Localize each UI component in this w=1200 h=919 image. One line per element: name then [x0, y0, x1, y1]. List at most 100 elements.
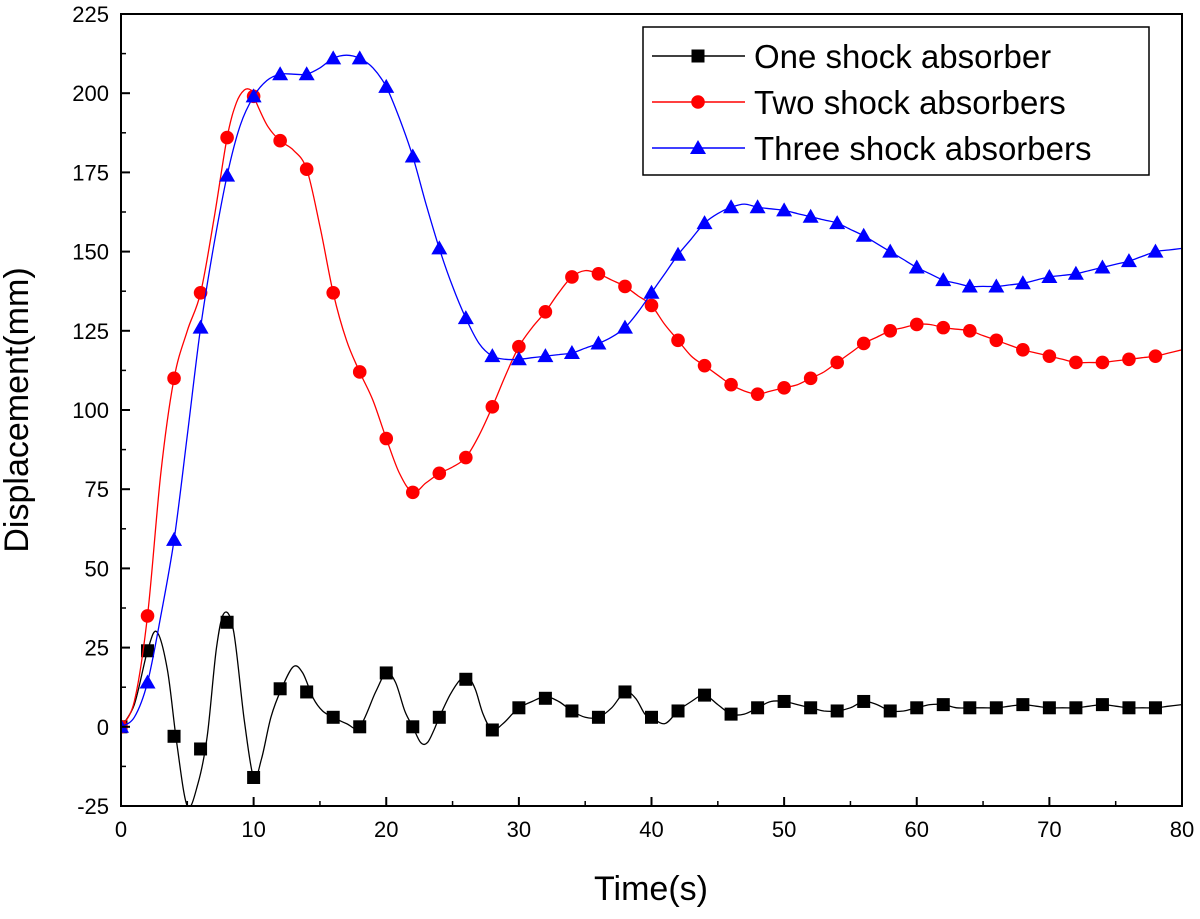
data-point — [1016, 343, 1030, 357]
legend-box — [642, 26, 1150, 176]
data-point — [963, 701, 977, 715]
data-point — [856, 336, 871, 351]
y-tick-label: 25 — [85, 636, 109, 661]
data-point — [485, 723, 499, 737]
data-point — [1120, 253, 1137, 268]
data-point — [1095, 355, 1110, 370]
x-tick-label: 10 — [241, 817, 265, 842]
data-point — [459, 450, 473, 465]
series-layer — [121, 50, 1182, 806]
data-point — [830, 704, 844, 718]
data-point — [194, 742, 208, 756]
y-tick-label: 50 — [85, 556, 109, 581]
x-tick-label: 60 — [905, 817, 929, 842]
x-tick-label: 40 — [639, 817, 663, 842]
y-axis-title: Displacement(mm) — [0, 267, 36, 552]
x-tick-label: 30 — [507, 817, 531, 842]
data-point — [432, 710, 446, 724]
data-point — [670, 246, 687, 261]
data-point — [219, 167, 236, 182]
data-point — [379, 666, 393, 680]
x-tick-label: 70 — [1037, 817, 1061, 842]
data-point — [220, 130, 234, 145]
data-point — [353, 720, 367, 734]
data-point — [245, 88, 262, 103]
data-point — [351, 50, 368, 65]
data-point — [141, 644, 155, 658]
y-tick-label: 100 — [72, 398, 109, 423]
data-point — [855, 227, 872, 242]
y-tick-label: 200 — [72, 81, 109, 106]
data-point — [908, 259, 925, 274]
data-point — [1069, 355, 1083, 370]
data-point — [537, 348, 554, 363]
data-point — [1122, 352, 1136, 367]
data-point — [510, 351, 527, 366]
data-point — [299, 162, 314, 177]
data-point — [671, 333, 685, 348]
data-point — [618, 685, 632, 699]
data-point — [749, 199, 766, 214]
data-point — [565, 270, 579, 284]
data-point — [829, 215, 846, 230]
data-point — [883, 324, 898, 338]
data-point — [167, 371, 181, 386]
x-axis-title: Time(s) — [594, 870, 708, 908]
data-point — [457, 310, 474, 325]
data-point — [565, 704, 579, 718]
data-point — [643, 284, 660, 299]
data-point — [1094, 259, 1111, 274]
series-line — [121, 88, 1182, 728]
data-point — [538, 691, 552, 705]
y-tick-label: 0 — [97, 715, 109, 740]
legend-label: Three shock absorbers — [754, 130, 1092, 167]
data-point — [192, 319, 209, 334]
data-point — [273, 682, 287, 696]
series-two-shock-absorbers — [121, 88, 1182, 734]
data-point — [1095, 698, 1109, 712]
data-point — [777, 694, 791, 708]
data-point — [910, 701, 924, 715]
data-point — [485, 400, 500, 414]
data-point — [139, 674, 156, 689]
y-tick-label: 175 — [72, 160, 109, 185]
x-tick-label: 0 — [115, 817, 127, 842]
data-point — [193, 285, 208, 300]
data-point — [671, 704, 685, 718]
data-point — [1122, 701, 1136, 715]
data-point — [326, 285, 341, 300]
y-tick-label: -25 — [77, 794, 109, 819]
series-three-shock-absorbers — [121, 50, 1182, 733]
legend: One shock absorber Two shock absorbers Thr… — [642, 26, 1150, 176]
data-point — [802, 208, 819, 223]
data-point — [698, 688, 712, 702]
data-point — [273, 133, 287, 148]
data-point — [431, 240, 448, 255]
data-point — [591, 710, 605, 724]
data-point — [936, 320, 951, 335]
legend-label: Two shock absorbers — [754, 84, 1066, 121]
data-point — [1014, 275, 1031, 290]
data-point — [909, 317, 924, 332]
data-point — [563, 344, 580, 359]
series-one-shock-absorber — [121, 611, 1182, 806]
data-point — [406, 720, 420, 734]
data-point — [1148, 349, 1163, 363]
data-point — [378, 78, 395, 93]
data-point — [167, 729, 181, 743]
x-tick-label: 20 — [374, 817, 398, 842]
data-point — [220, 615, 234, 629]
data-point — [298, 66, 315, 81]
x-tick-label: 80 — [1170, 817, 1194, 842]
data-point — [724, 377, 738, 392]
data-point — [591, 266, 606, 281]
data-point — [405, 485, 420, 500]
x-tick-label: 50 — [772, 817, 796, 842]
data-point — [804, 701, 818, 715]
data-point — [379, 431, 394, 446]
data-point — [724, 707, 738, 721]
series-line — [121, 611, 1182, 806]
data-point — [803, 371, 818, 386]
data-point — [140, 609, 155, 623]
